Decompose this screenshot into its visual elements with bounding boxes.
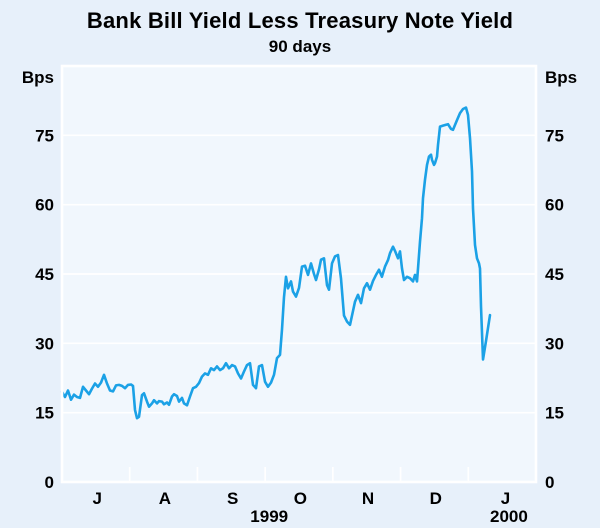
x-axis-year-label: 2000 <box>490 507 528 526</box>
y-axis-label-right: 60 <box>545 196 564 215</box>
chart-frame <box>60 64 538 484</box>
y-axis-label-left: 30 <box>35 334 54 353</box>
x-axis-month-label: D <box>430 489 442 508</box>
y-axis-label-left: 0 <box>45 473 54 492</box>
x-axis-month-label: O <box>294 489 307 508</box>
unit-label-left: Bps <box>22 68 54 87</box>
x-axis-month-label: S <box>227 489 238 508</box>
x-axis-month-label: N <box>362 489 374 508</box>
y-axis-label-right: 0 <box>545 473 554 492</box>
page-title: Bank Bill Yield Less Treasury Note Yield <box>86 8 514 33</box>
y-axis-label-right: 45 <box>545 265 564 284</box>
x-axis-month-label: A <box>159 489 171 508</box>
grid-layer <box>62 134 536 481</box>
y-axis-label-left: 60 <box>35 196 54 215</box>
unit-label-right: Bps <box>545 68 577 87</box>
y-axis-label-left: 75 <box>35 126 54 145</box>
y-axis-label-right: 75 <box>545 126 564 145</box>
series-layer <box>60 106 492 420</box>
y-axis-label-right: 15 <box>545 404 564 423</box>
x-axis-month-label: J <box>501 489 510 508</box>
label-layer: 0 0 15 15 30 30 45 45 60 60 75 75 J A S O N D J 1999 2000 <box>35 126 564 526</box>
y-axis-label-left: 15 <box>35 404 54 423</box>
x-axis-month-label: J <box>92 489 101 508</box>
chart-subtitle: 90 days <box>268 37 332 56</box>
y-axis-label-right: 30 <box>545 334 564 353</box>
x-axis-year-label: 1999 <box>250 507 288 526</box>
y-axis-label-left: 45 <box>35 265 54 284</box>
yield-spread-line <box>60 106 492 420</box>
